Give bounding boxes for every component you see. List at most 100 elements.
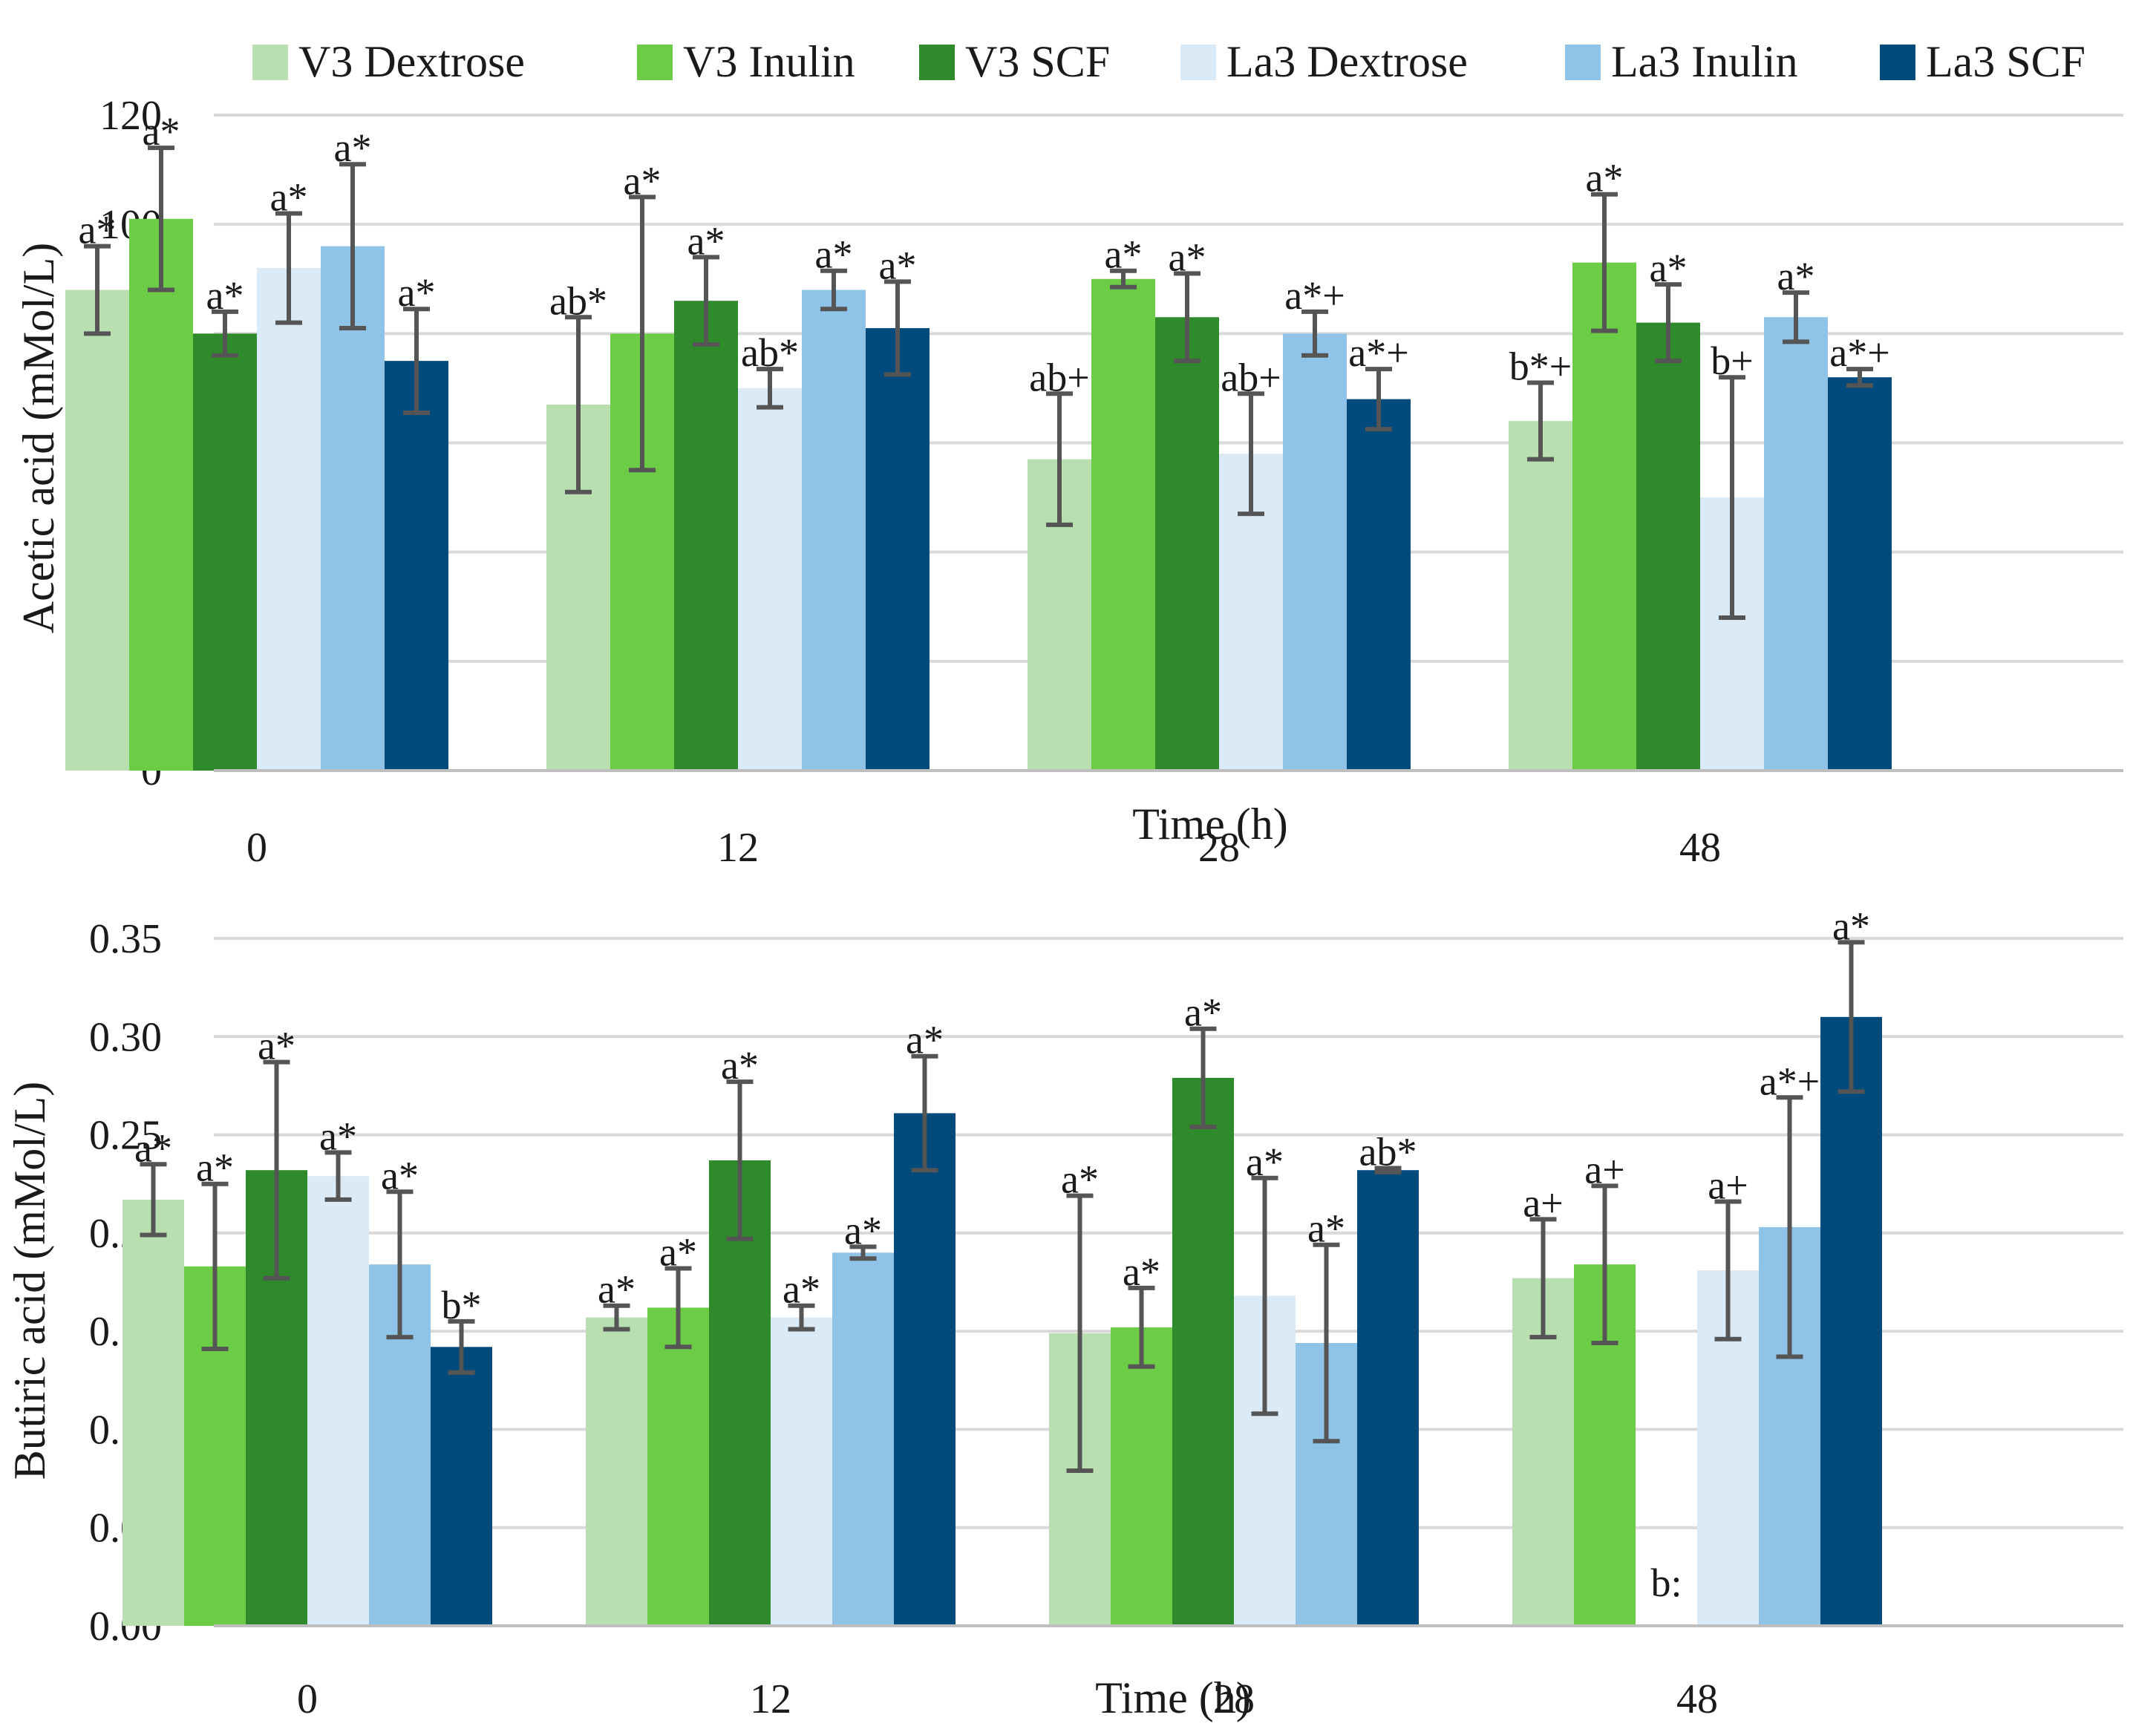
legend-item: La3 Inulin xyxy=(1565,37,1798,86)
legend-swatch xyxy=(252,45,288,80)
legend-label: V3 Dextrose xyxy=(298,37,525,86)
significance-label: a* xyxy=(258,1024,295,1068)
bar-la3-scf xyxy=(1828,377,1892,771)
significance-label: a* xyxy=(1832,903,1870,948)
significance-label: a* xyxy=(1246,1140,1284,1184)
bar-v3-dextrose xyxy=(586,1317,647,1626)
significance-label: a* xyxy=(1061,1157,1099,1202)
error-bar xyxy=(884,279,911,377)
error-bar xyxy=(1591,1183,1618,1346)
significance-label: a* xyxy=(79,208,117,252)
significance-label: a* xyxy=(1123,1249,1160,1294)
error-bar xyxy=(1374,1166,1402,1174)
significance-label: a* xyxy=(783,1267,820,1312)
bar-v3-scf xyxy=(193,333,257,771)
significance-label: a* xyxy=(1777,254,1815,298)
error-bar xyxy=(448,1318,475,1375)
significance-label: a* xyxy=(134,1125,172,1170)
error-bar xyxy=(263,1059,290,1281)
significance-label: b: xyxy=(1650,1561,1682,1605)
significance-label: a* xyxy=(381,1153,419,1197)
error-bar xyxy=(820,268,847,312)
y-axis-title: Butiric acid (mMol/L) xyxy=(5,1082,54,1480)
significance-label: a* xyxy=(879,243,917,287)
error-bar xyxy=(324,1150,352,1202)
error-bar xyxy=(212,309,238,358)
error-bar xyxy=(1527,380,1554,462)
legend-swatch xyxy=(1565,45,1601,80)
significance-label: ab* xyxy=(741,330,799,375)
legend-label: V3 SCF xyxy=(965,37,1110,86)
error-bar xyxy=(629,195,656,473)
significance-label: a* xyxy=(815,232,853,277)
significance-label: b* xyxy=(442,1283,482,1327)
error-bar xyxy=(726,1079,754,1241)
error-bar xyxy=(275,211,302,325)
significance-label: a* xyxy=(598,1267,636,1312)
significance-label: a*+ xyxy=(1348,330,1408,375)
x-tick-label: 48 xyxy=(1679,825,1721,871)
x-tick-label: 12 xyxy=(717,825,759,871)
significance-label: a* xyxy=(398,270,436,315)
significance-label: a+ xyxy=(1523,1180,1563,1225)
x-axis-title: Time (h) xyxy=(1095,1673,1250,1722)
y-tick-label: 0.25 xyxy=(89,1113,162,1159)
significance-label: a* xyxy=(844,1208,882,1252)
error-bar xyxy=(84,244,111,336)
error-bar xyxy=(1838,940,1865,1094)
y-tick-label: 0.30 xyxy=(89,1014,162,1060)
significance-label: a* xyxy=(1650,246,1688,290)
bar-la3-scf xyxy=(1347,399,1411,771)
significance-label: b+ xyxy=(1711,339,1753,383)
legend-swatch xyxy=(919,45,955,80)
bar-la3-scf xyxy=(385,361,448,771)
chart-panel-2: 0.000.050.100.150.200.250.300.35Butiric … xyxy=(5,903,2123,1722)
bar-la3-scf xyxy=(866,327,930,771)
error-bar xyxy=(788,1303,815,1332)
significance-label: a* xyxy=(196,1146,234,1190)
error-bar xyxy=(1251,1175,1278,1416)
bar-la3-scf xyxy=(1820,1016,1882,1626)
error-bar xyxy=(1783,290,1809,344)
significance-label: ab* xyxy=(549,278,607,323)
significance-label: a*+ xyxy=(1284,273,1345,318)
significance-label: a* xyxy=(1169,235,1206,279)
significance-label: a* xyxy=(659,1229,697,1274)
bar-v3-inulin xyxy=(647,1307,709,1626)
error-bar xyxy=(1238,391,1264,517)
legend-swatch xyxy=(1180,45,1216,80)
significance-label: a*+ xyxy=(1760,1059,1820,1103)
y-tick-label: 120 xyxy=(99,93,162,139)
bar-v3-scf xyxy=(674,301,738,771)
legend-label: La3 Inulin xyxy=(1611,37,1798,86)
significance-label: a* xyxy=(906,1018,944,1062)
error-bar xyxy=(603,1303,630,1332)
error-bar xyxy=(1846,367,1873,388)
significance-label: a+ xyxy=(1584,1147,1624,1192)
significance-label: a* xyxy=(270,174,308,219)
bar-v3-scf xyxy=(1172,1077,1234,1626)
legend-label: La3 Dextrose xyxy=(1226,37,1468,86)
x-tick-label: 28 xyxy=(1213,1676,1255,1722)
bar-la3-dextrose xyxy=(738,388,802,771)
chart-panel-1: 020406080100120Acetic acid (mMol/L)Time … xyxy=(14,93,2123,871)
bar-la3-inulin xyxy=(832,1252,894,1626)
error-bar xyxy=(1655,282,1682,364)
bar-la3-dextrose xyxy=(771,1317,832,1626)
error-bar xyxy=(1128,1285,1155,1369)
y-tick-label: 0.35 xyxy=(89,916,162,962)
error-bar xyxy=(148,146,174,293)
error-bar xyxy=(1066,1193,1094,1473)
x-tick-label: 0 xyxy=(297,1676,318,1722)
error-bar xyxy=(693,255,719,347)
significance-label: a* xyxy=(687,218,725,263)
legend-swatch xyxy=(637,45,673,80)
bar-la3-inulin xyxy=(321,246,385,771)
bar-v3-dextrose xyxy=(122,1199,184,1626)
error-bar xyxy=(1529,1217,1557,1340)
error-bar xyxy=(403,307,430,416)
x-tick-label: 12 xyxy=(750,1676,791,1722)
legend-swatch xyxy=(1880,45,1915,80)
bar-la3-scf xyxy=(894,1113,956,1626)
